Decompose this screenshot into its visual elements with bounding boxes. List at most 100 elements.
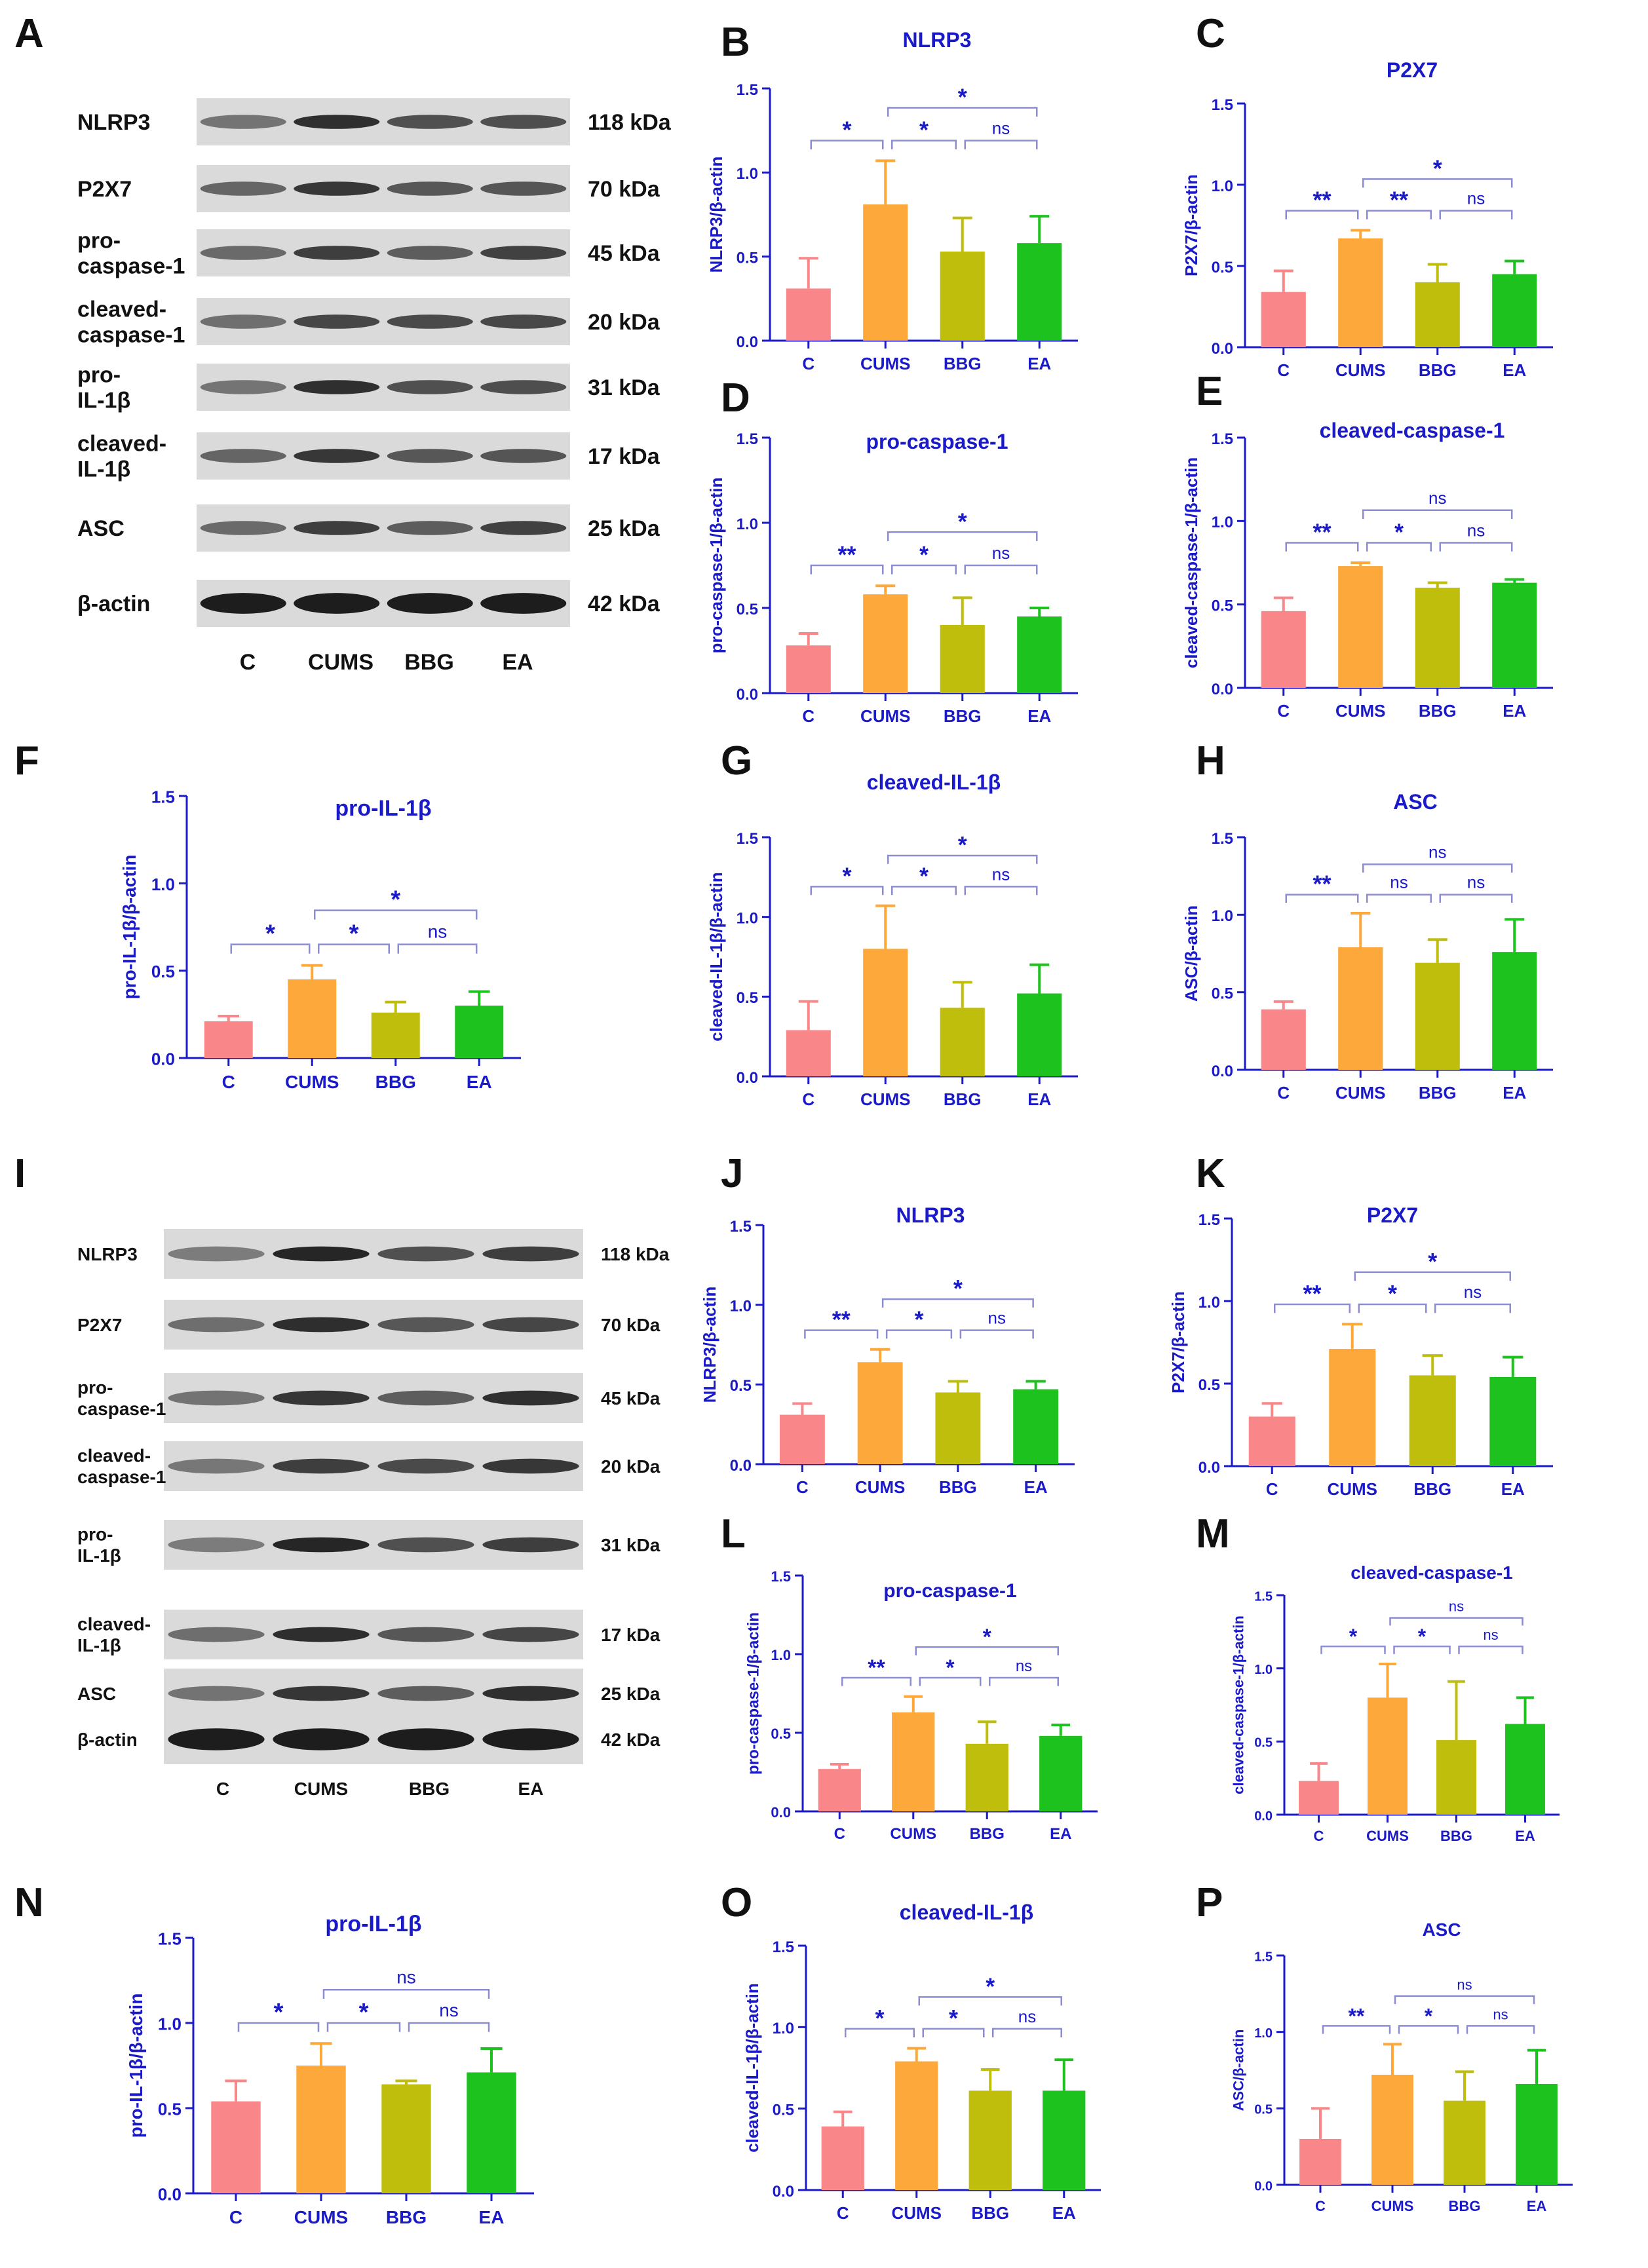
bar-EA (455, 1006, 504, 1058)
significance-label: * (1418, 1625, 1427, 1648)
x-tick-label: BBG (1449, 2198, 1481, 2214)
x-tick-label: CUMS (1327, 1479, 1377, 1499)
significance-bracket (845, 2028, 915, 2037)
significance-label: ns (1483, 1627, 1498, 1643)
significance-label: ns (1467, 189, 1485, 208)
y-tick-label: 1.5 (1198, 1211, 1220, 1229)
y-tick-label: 1.5 (1212, 430, 1233, 448)
blot-band (480, 521, 567, 535)
western-blots: NLRP3 118 kDa P2X7 70 kDa pro-caspase-1 45 kD… (77, 98, 672, 1799)
blot-band (377, 1458, 474, 1474)
chart-title: ASC (1393, 790, 1438, 814)
bar-CUMS (1338, 238, 1383, 347)
bar-C (1261, 1009, 1306, 1070)
y-tick-label: 1.5 (730, 1218, 752, 1236)
bar-BBG (935, 1392, 981, 1464)
bar-BBG (371, 1012, 420, 1058)
y-tick-label: 0.0 (737, 333, 758, 351)
bar-EA (1492, 274, 1537, 347)
significance-label: * (919, 862, 929, 889)
bar-BBG (965, 1743, 1008, 1811)
panel-label-L: L (721, 1511, 746, 1557)
x-tick-label: CUMS (860, 1089, 911, 1109)
blot-band (273, 1317, 370, 1332)
x-tick-label: EA (1024, 1477, 1048, 1497)
bar-CUMS (863, 594, 908, 693)
significance-bracket (1285, 542, 1359, 552)
significance-bracket (841, 1676, 911, 1686)
significance-label: * (842, 862, 851, 889)
blot-band (294, 380, 380, 394)
x-tick-label: C (796, 1477, 809, 1497)
kda-label: 118 kDa (588, 110, 672, 135)
x-tick-label: EA (1027, 706, 1051, 726)
panel-label-E: E (1196, 369, 1223, 414)
blot-band (377, 1246, 474, 1262)
significance-bracket (326, 2022, 401, 2032)
chart-M: cleaved-caspase-1 0.0 0.5 1.0 1.5 cleaved-cas… (1231, 1562, 1560, 1844)
chart-title: pro-IL-1β (325, 1912, 421, 1937)
significance-bracket (887, 531, 1038, 541)
kda-label: 70 kDa (601, 1315, 661, 1335)
blot-band (482, 1627, 579, 1642)
chart-B: NLRP3 0.0 0.5 1.0 1.5 NLRP3/β-actin C CUMS BBG EA… (706, 28, 1078, 373)
chart-title: NLRP3 (896, 1203, 965, 1227)
significance-bracket (959, 1329, 1034, 1339)
significance-label: ns (1018, 2007, 1036, 2026)
y-tick-label: 1.5 (737, 830, 758, 848)
kda-label: 118 kDa (601, 1244, 670, 1264)
y-axis-label: NLRP3/β-actin (700, 1287, 719, 1403)
protein-label: NLRP3 (77, 110, 150, 135)
x-tick-label: C (834, 1825, 845, 1843)
blot-band (273, 1458, 370, 1474)
significance-bracket (881, 1298, 1034, 1308)
chart-title: cleaved-IL-1β (867, 770, 1001, 794)
panel-label-H: H (1196, 738, 1225, 784)
x-tick-label: C (1277, 360, 1290, 380)
bar-CUMS (1371, 2075, 1413, 2185)
bar-BBG (381, 2084, 431, 2193)
chart-L: pro-caspase-1 0.0 0.5 1.0 1.5 pro-caspase-1/β… (744, 1568, 1098, 1843)
protein-label: pro-caspase-1 (77, 1378, 166, 1419)
significance-label: * (953, 1275, 963, 1302)
blot-band (482, 1246, 579, 1262)
x-tick-label: BBG (971, 2203, 1009, 2223)
panel-label-D: D (721, 375, 750, 421)
bar-CUMS (288, 979, 337, 1058)
y-tick-label: 1.0 (730, 1297, 752, 1315)
y-tick-label: 1.0 (158, 2014, 182, 2034)
protein-label: cleaved-IL-1β (77, 1614, 151, 1655)
significance-label: ns (439, 2000, 459, 2020)
y-tick-label: 0.0 (773, 2183, 794, 2201)
chart-title: cleaved-caspase-1 (1351, 1562, 1513, 1583)
x-tick-label: C (1277, 701, 1290, 721)
bar-BBG (1415, 282, 1460, 347)
y-tick-label: 0.0 (1198, 1459, 1220, 1477)
significance-bracket (964, 140, 1038, 150)
blot-band (200, 380, 286, 394)
y-tick-label: 1.0 (151, 875, 175, 894)
x-tick-label: EA (1027, 1089, 1051, 1109)
x-tick-label: BBG (939, 1477, 977, 1497)
x-tick-label: CUMS (1335, 701, 1386, 721)
x-tick-label: CUMS (1366, 1828, 1409, 1844)
significance-bracket (318, 943, 390, 954)
significance-bracket (1439, 210, 1513, 219)
y-axis-label: cleaved-caspase-1/β-actin (1231, 1616, 1247, 1794)
lane-label: EA (502, 650, 533, 675)
y-tick-label: 0.5 (773, 2101, 794, 2119)
significance-label: * (1349, 1625, 1358, 1648)
y-tick-label: 0.0 (1254, 1809, 1273, 1823)
blot-band (377, 1728, 474, 1750)
x-tick-label: BBG (970, 1825, 1005, 1843)
significance-bracket (887, 854, 1038, 864)
significance-bracket (322, 1989, 490, 1999)
blot-band (168, 1317, 265, 1332)
bar-BBG (1415, 962, 1460, 1070)
significance-label: ns (1428, 842, 1446, 861)
y-tick-label: 0.0 (1212, 681, 1233, 698)
chart-N: pro-IL-1β 0.0 0.5 1.0 1.5 pro-IL-1β/β-actin C C… (126, 1912, 534, 2227)
